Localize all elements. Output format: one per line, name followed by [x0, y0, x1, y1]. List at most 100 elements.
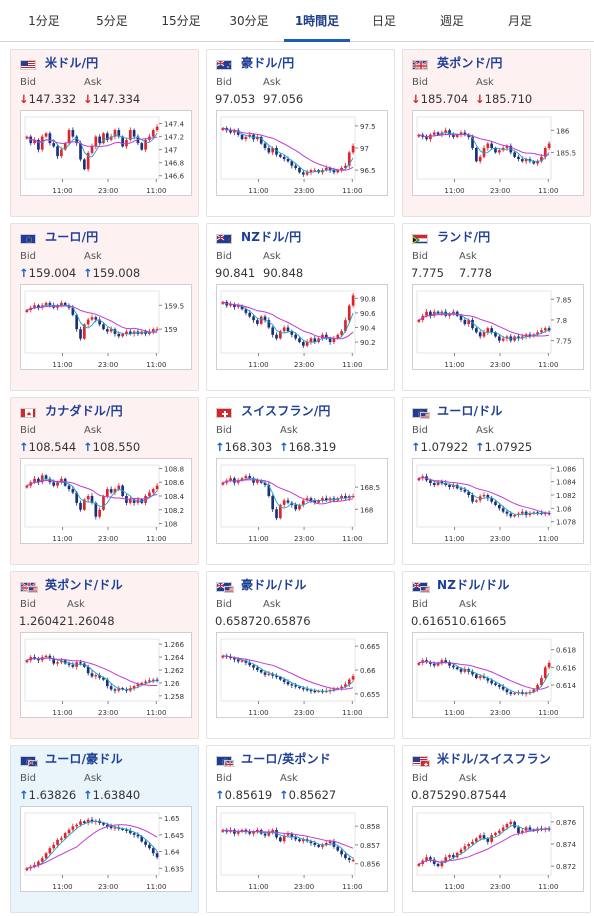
price-chart[interactable]: 0.665 0.66 0.655 11:00 23:00 11:00 — [216, 632, 388, 718]
candle-body — [79, 502, 82, 510]
candle-body — [528, 513, 532, 515]
candle-body — [351, 676, 355, 680]
currency-card[interactable]: 豪ドル/ドル Bid Ask 0.65872 0.65876 0.665 0.66 0.655… — [206, 571, 395, 739]
pair-title[interactable]: 豪ドル/ドル — [241, 578, 307, 592]
candlestick-chart: 1.266 1.264 1.262 1.26 1.258 11:00 23:00 11:00 — [24, 638, 185, 717]
candle-body — [332, 170, 336, 173]
candle-body — [102, 324, 105, 330]
candle-body — [455, 852, 459, 858]
pair-title[interactable]: ユーロ/ドル — [437, 404, 503, 418]
currency-card[interactable]: スイスフラン/円 Bid Ask ↑168.303 ↑168.319 168.5 168 11… — [206, 397, 395, 565]
long-moving-average-line — [222, 655, 354, 690]
tab-3[interactable]: 15分足 — [161, 14, 201, 28]
price-chart[interactable]: 168.5 168 11:00 23:00 11:00 — [216, 458, 388, 544]
candle-body — [79, 662, 82, 664]
price-chart[interactable]: 90.8 90.6 90.4 90.2 11:00 23:00 11:00 — [216, 284, 388, 370]
long-moving-average-line — [26, 479, 158, 500]
currency-card[interactable]: 豪ドル/円 Bid Ask 97.053 97.056 97.5 97 96.5 11:00 23… — [206, 49, 395, 217]
price-chart[interactable]: 1.65 1.645 1.64 1.635 11:00 23:00 11:00 — [20, 806, 192, 892]
tab-7[interactable]: 週足 — [439, 14, 464, 28]
candle-body — [471, 136, 474, 148]
tab-1[interactable]: 1分足 — [28, 14, 60, 28]
price-chart[interactable]: 159.5 159 11:00 23:00 11:00 — [20, 284, 192, 370]
plot-area — [220, 464, 356, 528]
pair-title[interactable]: NZドル/ドル — [437, 578, 510, 592]
x-tick-label: 11:00 — [444, 361, 464, 369]
pair-title[interactable]: ランド/円 — [437, 230, 491, 244]
long-moving-average-line — [418, 476, 550, 514]
currency-card[interactable]: ユーロ/英ポンド Bid Ask ↑0.85619 ↑0.85627 0.858 0.857… — [206, 745, 395, 913]
pair-title[interactable]: 米ドル/スイスフラン — [437, 752, 552, 766]
candle-body — [109, 329, 113, 332]
price-chart[interactable]: 0.618 0.616 0.614 11:00 23:00 11:00 — [412, 632, 584, 718]
candle-body — [155, 126, 159, 131]
candle-body — [248, 134, 252, 137]
pair-title[interactable]: ユーロ/豪ドル — [45, 752, 123, 766]
price-chart[interactable]: 0.876 0.874 0.872 11:00 23:00 11:00 — [412, 806, 584, 892]
plot-area — [220, 812, 356, 876]
pair-title[interactable]: ユーロ/英ポンド — [241, 752, 331, 766]
y-tick-label: 108.2 — [164, 507, 184, 515]
pair-title[interactable]: スイスフラン/円 — [241, 404, 331, 418]
currency-card[interactable]: 英ポンド/円 Bid Ask ↓185.704 ↓185.710 186 185.5 11:0… — [402, 49, 591, 217]
x-tick-label: 11:00 — [538, 535, 558, 543]
short-moving-average-line — [418, 312, 550, 340]
candle-body — [448, 485, 451, 487]
price-chart[interactable]: 108.8 108.6 108.4 108.2 108 11:00 23:00 11:00 — [20, 458, 192, 544]
candle-body — [252, 831, 255, 834]
candle-body — [48, 302, 52, 306]
currency-card[interactable]: NZドル/ドル Bid Ask 0.61651 0.61665 0.618 0.616 0.6… — [402, 571, 591, 739]
tab-5[interactable]: 1時間足 — [284, 0, 350, 42]
candle-body — [298, 338, 301, 343]
currency-card[interactable]: ランド/円 Bid Ask 7.775 7.778 7.85 7.8 7.75 11:00 23:… — [402, 223, 591, 391]
bid-label: Bid — [20, 77, 36, 88]
candle-body — [305, 342, 309, 346]
long-moving-average-line — [222, 127, 354, 171]
tab-4[interactable]: 30分足 — [229, 14, 269, 28]
ask-price: 0.61665 — [459, 614, 507, 628]
x-tick-label: 23:00 — [490, 535, 510, 543]
candle-body — [71, 489, 75, 493]
currency-card[interactable]: NZドル/円 Bid Ask 90.841 90.848 90.8 90.6 90.4 90.2… — [206, 223, 395, 391]
price-chart[interactable]: 147.4 147.2 147 146.8 146.6 11:00 23:00 11:00 — [20, 110, 192, 196]
candle-body — [233, 130, 236, 133]
candle-body — [83, 324, 86, 339]
candlestick-chart: 159.5 159 11:00 23:00 11:00 — [24, 290, 184, 369]
candle-body — [463, 132, 467, 135]
tab-8[interactable]: 月足 — [507, 14, 532, 28]
price-chart[interactable]: 1.266 1.264 1.262 1.26 1.258 11:00 23:00 11:00 — [20, 632, 192, 718]
pair-title[interactable]: ユーロ/円 — [45, 230, 99, 244]
currency-card[interactable]: 英ポンド/ドル Bid Ask 1.26042 1.26048 1.266 1.264 1.2… — [10, 571, 199, 739]
candlestick-chart: 0.665 0.66 0.655 11:00 23:00 11:00 — [220, 638, 380, 717]
candle-body — [37, 305, 40, 308]
pair-title[interactable]: 英ポンド/円 — [437, 56, 503, 70]
currency-card[interactable]: 米ドル/円 Bid Ask ↓147.332 ↓147.334 147.4 147.2 147… — [10, 49, 199, 217]
y-tick-label: 0.614 — [556, 682, 577, 690]
tab-6[interactable]: 日足 — [371, 14, 396, 28]
y-tick-label: 0.66 — [360, 667, 376, 675]
candle-body — [524, 511, 528, 515]
pair-title[interactable]: 米ドル/円 — [45, 56, 99, 70]
pair-title[interactable]: カナダドル/円 — [45, 404, 123, 418]
price-chart[interactable]: 7.85 7.8 7.75 11:00 23:00 11:00 — [412, 284, 584, 370]
ask-price: ↓185.710 — [475, 92, 532, 106]
candle-body — [83, 821, 86, 824]
pair-title[interactable]: 英ポンド/ドル — [45, 578, 123, 592]
pair-title[interactable]: NZドル/円 — [241, 230, 302, 244]
candle-body — [271, 327, 275, 335]
x-tick-label: 23:00 — [98, 187, 118, 195]
price-chart[interactable]: 186 185.5 11:00 23:00 11:00 — [412, 110, 584, 196]
pair-title[interactable]: 豪ドル/円 — [241, 56, 295, 70]
tab-2[interactable]: 5分足 — [96, 14, 128, 28]
currency-card[interactable]: ユーロ/豪ドル Bid Ask ↑1.63826 ↑1.63840 1.65 1.645 1.… — [10, 745, 199, 913]
currency-card[interactable]: ユーロ/ドル Bid Ask ↑1.07922 ↑1.07925 1.086 1.084 1.… — [402, 397, 591, 565]
currency-card[interactable]: ユーロ/円 Bid Ask ↑159.004 ↑159.008 159.5 159 11:00… — [10, 223, 199, 391]
price-chart[interactable]: 1.086 1.084 1.082 1.08 1.078 11:00 23:00 11:00 — [412, 458, 584, 544]
candle-body — [536, 161, 539, 164]
currency-card[interactable]: カナダドル/円 Bid Ask ↑108.544 ↑108.550 108.8 108.6 1… — [10, 397, 199, 565]
price-chart[interactable]: 97.5 97 96.5 11:00 23:00 11:00 — [216, 110, 388, 196]
candle-body — [340, 686, 343, 689]
candle-body — [144, 139, 147, 150]
price-chart[interactable]: 0.858 0.857 0.856 11:00 23:00 11:00 — [216, 806, 388, 892]
currency-card[interactable]: 米ドル/スイスフラン Bid Ask 0.87529 0.87544 0.876 0.874… — [402, 745, 591, 913]
